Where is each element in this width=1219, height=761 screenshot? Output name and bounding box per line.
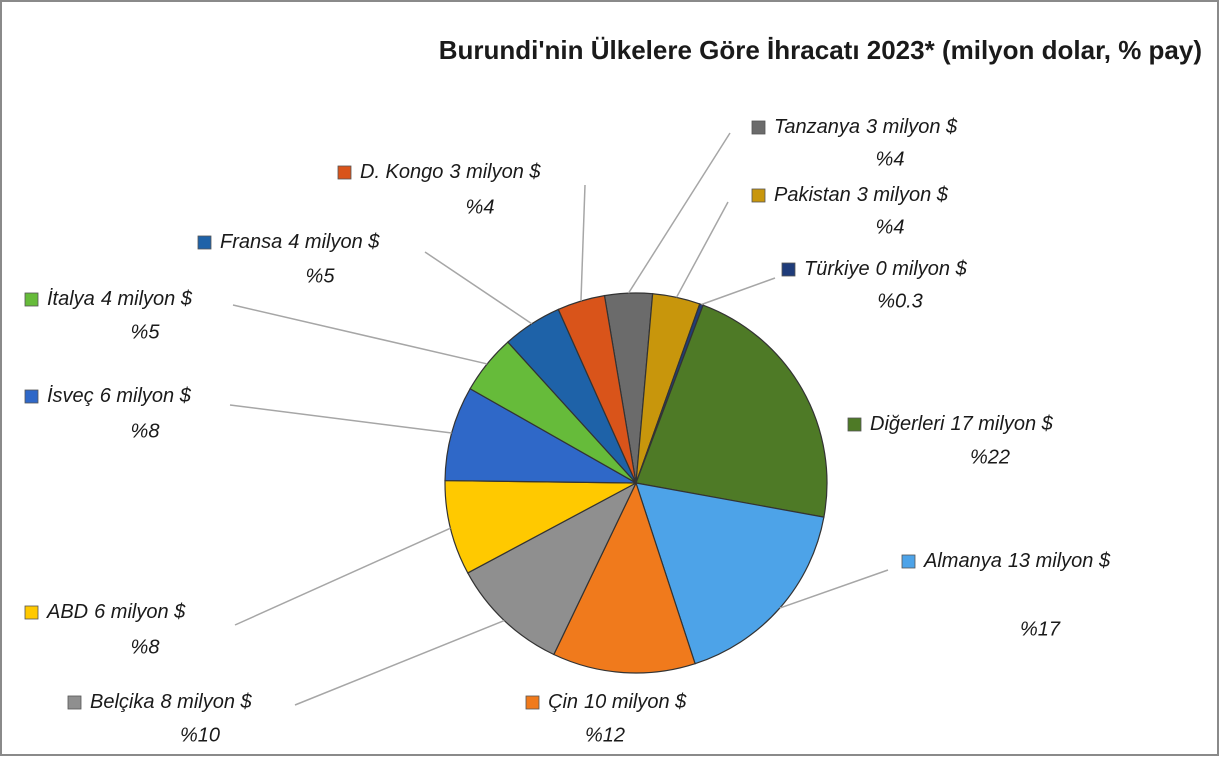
value-label: 3 milyon $ — [866, 116, 958, 138]
value-label: 6 milyon $ — [94, 601, 186, 623]
category-name: İtalya — [47, 288, 95, 310]
data-label: Tanzanya 3 milyon $ — [774, 116, 958, 138]
leader-line — [580, 184, 586, 302]
data-label: İsveç 6 milyon $ — [47, 385, 192, 407]
category-name: Belçika — [90, 691, 154, 713]
leader-line — [294, 619, 505, 706]
pie-slice — [557, 294, 637, 484]
percent-label: %0.3 — [877, 290, 923, 312]
legend-swatch — [901, 554, 916, 569]
percent-label: %4 — [466, 196, 495, 218]
legend-swatch — [781, 262, 796, 277]
legend-swatch — [24, 605, 39, 620]
value-label: 13 milyon $ — [1008, 550, 1111, 572]
legend-swatch — [24, 292, 39, 307]
data-label: Belçika 8 milyon $ — [90, 691, 253, 713]
value-label: 6 milyon $ — [100, 385, 192, 407]
percent-label: %5 — [131, 321, 161, 343]
leader-line — [701, 277, 776, 306]
legend-swatch — [751, 120, 766, 135]
category-name: Tanzanya — [774, 116, 860, 138]
leader-line — [232, 304, 488, 365]
value-label: 3 milyon $ — [449, 161, 541, 183]
data-label: D. Kongo 3 milyon $ — [360, 161, 541, 183]
pie-slice — [466, 481, 638, 656]
data-label: Almanya 13 milyon $ — [923, 550, 1111, 572]
category-name: İsveç — [47, 385, 94, 407]
category-name: Türkiye — [804, 258, 870, 280]
pie-slice — [444, 479, 637, 574]
pie-slice — [635, 304, 828, 518]
percent-label: %17 — [1020, 618, 1061, 640]
chart-title: Burundi'nin Ülkelere Göre İhracatı 2023*… — [439, 35, 1202, 65]
value-label: 3 milyon $ — [857, 184, 949, 206]
data-label: Diğerleri 17 milyon $ — [870, 413, 1054, 435]
leader-line — [234, 527, 451, 626]
data-label: Fransa 4 milyon $ — [220, 231, 380, 253]
leader-line — [675, 201, 729, 298]
percent-label: %4 — [876, 216, 905, 238]
category-name: Diğerleri — [870, 413, 945, 435]
category-name: Fransa — [220, 231, 282, 253]
legend-swatch — [337, 165, 352, 180]
category-name: Almanya — [923, 550, 1002, 572]
data-label: ABD 6 milyon $ — [46, 601, 186, 623]
value-label: 17 milyon $ — [950, 413, 1053, 435]
legend-swatch — [847, 417, 862, 432]
value-label: 4 milyon $ — [101, 288, 193, 310]
percent-label: %12 — [585, 724, 625, 746]
category-name: D. Kongo — [360, 161, 443, 183]
leader-line — [229, 404, 452, 434]
legend-swatch — [751, 188, 766, 203]
category-name: Pakistan — [774, 184, 851, 206]
data-label: Pakistan 3 milyon $ — [774, 184, 949, 206]
category-name: ABD — [46, 601, 88, 623]
value-label: 8 milyon $ — [160, 691, 252, 713]
legend-swatch — [525, 695, 540, 710]
percent-label: %10 — [180, 724, 220, 746]
pie-slice — [553, 481, 696, 674]
percent-label: %5 — [306, 265, 336, 287]
percent-label: %22 — [970, 446, 1010, 468]
percent-label: %8 — [131, 420, 160, 442]
value-label: 10 milyon $ — [584, 691, 687, 713]
pie-slice — [635, 482, 825, 665]
leader-line — [779, 569, 889, 609]
legend-swatch — [24, 389, 39, 404]
value-label: 0 milyon $ — [876, 258, 968, 280]
data-label: İtalya 4 milyon $ — [47, 288, 193, 310]
legend-swatch — [67, 695, 82, 710]
category-name: Çin — [548, 691, 578, 713]
leader-line — [627, 132, 731, 294]
percent-label: %8 — [131, 636, 160, 658]
legend-swatch — [197, 235, 212, 250]
data-label: Türkiye 0 milyon $ — [804, 258, 968, 280]
percent-label: %4 — [876, 148, 905, 170]
pie-slice — [444, 387, 637, 484]
leader-line — [424, 251, 533, 325]
value-label: 4 milyon $ — [288, 231, 380, 253]
data-label: Çin 10 milyon $ — [548, 691, 687, 713]
